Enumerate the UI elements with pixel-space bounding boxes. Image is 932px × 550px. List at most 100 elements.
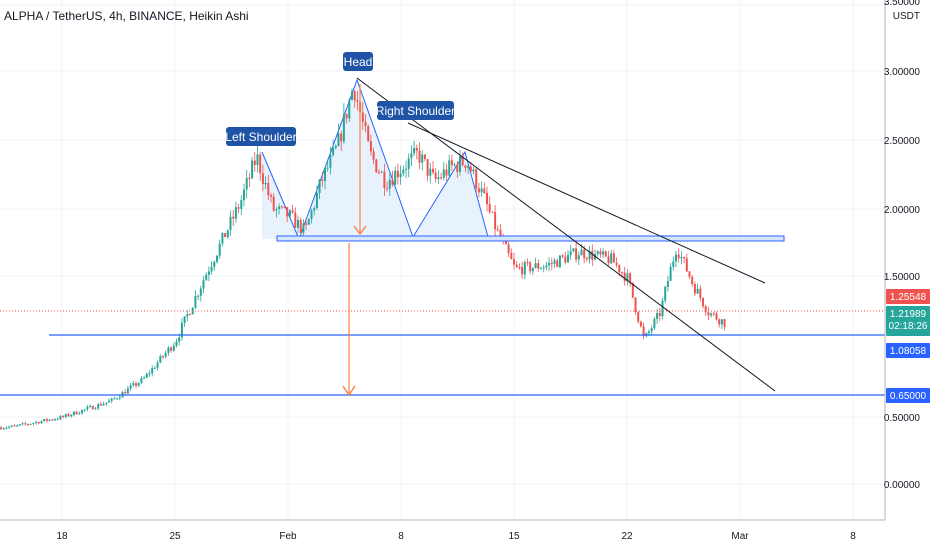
candle-up bbox=[534, 263, 537, 268]
current-price-badge-bg bbox=[886, 306, 930, 336]
candle-down bbox=[345, 113, 348, 119]
label-right-shoulder-bg bbox=[377, 101, 454, 120]
candle-up bbox=[72, 411, 75, 415]
candle-up bbox=[94, 408, 97, 410]
level-2-badge-bg bbox=[886, 388, 930, 403]
candle-down bbox=[248, 177, 251, 179]
candle-up bbox=[413, 148, 416, 154]
candle-up bbox=[256, 154, 259, 166]
candle-down bbox=[550, 262, 553, 264]
time-tick-label: 18 bbox=[56, 531, 68, 542]
candle-up bbox=[577, 255, 580, 260]
candle-up bbox=[596, 251, 599, 255]
candle-down bbox=[537, 263, 540, 269]
candle-down bbox=[634, 297, 637, 313]
red-price-badge-text: 1.25548 bbox=[890, 292, 927, 303]
candle-up bbox=[545, 265, 548, 268]
time-axis[interactable]: 18 25 Feb 8 15 22 Mar 8 bbox=[0, 519, 932, 550]
candle-up bbox=[148, 373, 151, 375]
price-tick-label: 1.50000 bbox=[884, 272, 921, 283]
candle-up bbox=[64, 414, 67, 417]
time-tick-label: 8 bbox=[398, 531, 404, 542]
candle-up bbox=[442, 169, 445, 178]
candle-down bbox=[259, 154, 262, 174]
candle-down bbox=[604, 251, 607, 257]
candle-up bbox=[54, 419, 56, 421]
candle-up bbox=[56, 419, 59, 421]
candle-down bbox=[507, 244, 510, 253]
candle-up bbox=[310, 210, 313, 220]
candle-down bbox=[477, 188, 480, 193]
candle-up bbox=[35, 421, 38, 423]
candle-up bbox=[140, 378, 143, 383]
candle-up bbox=[480, 188, 483, 193]
candle-down bbox=[135, 383, 137, 386]
candle-down bbox=[369, 141, 372, 152]
candle-up bbox=[337, 133, 340, 146]
candle-up bbox=[313, 208, 316, 211]
candle-up bbox=[8, 426, 11, 428]
time-tick-label: 22 bbox=[621, 531, 633, 542]
red-price-badge-bg bbox=[886, 289, 930, 304]
candle-down bbox=[712, 313, 715, 315]
candle-up bbox=[278, 206, 281, 210]
candle-down bbox=[685, 258, 688, 272]
candle-up bbox=[221, 232, 224, 244]
candle-up bbox=[102, 403, 105, 406]
candle-up bbox=[569, 251, 572, 256]
candle-up bbox=[143, 377, 146, 379]
candle-down bbox=[491, 211, 494, 213]
level-1-badge-bg bbox=[886, 343, 930, 358]
candle-up bbox=[2, 428, 5, 430]
candle-up bbox=[567, 255, 569, 263]
candle-down bbox=[224, 232, 227, 238]
candle-down bbox=[699, 288, 702, 298]
price-tick-label: 2.50000 bbox=[884, 136, 921, 147]
candle-up bbox=[207, 271, 210, 275]
candle-up bbox=[167, 347, 170, 353]
candle-up bbox=[178, 337, 181, 342]
candle-up bbox=[402, 169, 405, 174]
candle-down bbox=[658, 312, 661, 317]
candle-up bbox=[118, 397, 121, 399]
candle-up bbox=[388, 179, 391, 189]
candle-up bbox=[251, 160, 254, 179]
trend-line-upper bbox=[407, 122, 766, 284]
candle-down bbox=[677, 254, 680, 259]
price-unit-label: USDT bbox=[893, 11, 920, 22]
candle-up bbox=[226, 230, 229, 238]
candle-up bbox=[610, 253, 613, 264]
candle-up bbox=[548, 262, 551, 266]
candle-up bbox=[105, 402, 108, 404]
candle-up bbox=[81, 410, 83, 414]
candle-down bbox=[24, 423, 27, 425]
candle-up bbox=[315, 193, 318, 209]
candle-up bbox=[648, 331, 650, 334]
candle-up bbox=[334, 145, 337, 149]
candle-down bbox=[418, 150, 421, 163]
candle-down bbox=[445, 169, 448, 176]
candle-down bbox=[434, 172, 437, 180]
price-axis[interactable]: 3.50000 3.00000 2.50000 2.00000 1.50000 0.500… bbox=[884, 0, 932, 520]
candle-down bbox=[496, 229, 499, 231]
pattern-outline bbox=[261, 78, 489, 241]
candle-down bbox=[27, 424, 29, 426]
candle-up bbox=[297, 219, 299, 228]
candle-up bbox=[110, 398, 113, 401]
candle-up bbox=[302, 223, 305, 233]
candle-down bbox=[683, 257, 686, 259]
candle-down bbox=[575, 248, 578, 260]
candle-up bbox=[531, 267, 534, 272]
candle-down bbox=[170, 347, 173, 351]
candle-up bbox=[405, 168, 407, 170]
drawing-lines bbox=[0, 77, 885, 397]
candle-down bbox=[707, 312, 710, 316]
candle-down bbox=[499, 229, 502, 239]
candle-down bbox=[510, 252, 513, 260]
candle-up bbox=[429, 168, 432, 176]
time-tick-label: 15 bbox=[508, 531, 520, 542]
candle-down bbox=[37, 421, 40, 424]
